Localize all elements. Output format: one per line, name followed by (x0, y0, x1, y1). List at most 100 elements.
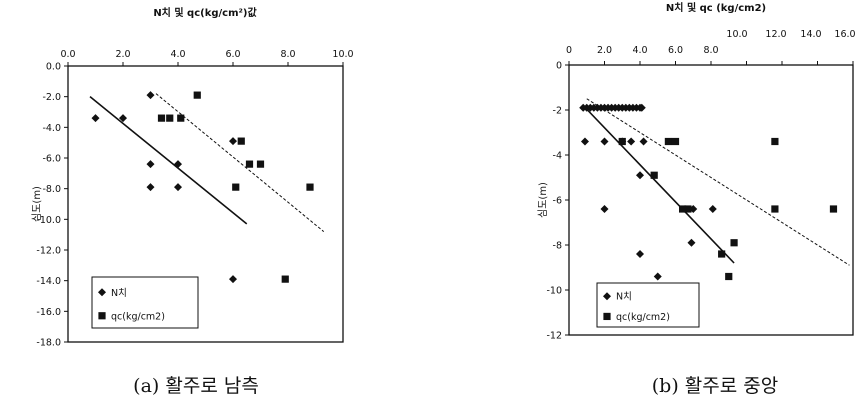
data-point-square (177, 114, 185, 122)
data-point-square (664, 137, 672, 146)
y-axis-label: 심도(m) (31, 186, 43, 222)
data-point-square (730, 239, 738, 247)
legend-label: qc(kg/cm2) (616, 312, 670, 323)
legend-box (596, 282, 700, 328)
trendline-n-value (89, 96, 248, 225)
data-point-square (306, 183, 314, 191)
y-tick-label: -12 (546, 331, 562, 342)
data-point-square (771, 205, 779, 213)
legend: N치 qc(kg/cm2) (91, 276, 199, 329)
data-point-square (245, 160, 254, 168)
data-point-diamond (627, 137, 636, 146)
trendline-qc (586, 98, 850, 266)
data-point-square (671, 137, 680, 146)
data-point-square (679, 205, 687, 213)
data-point-diamond (600, 205, 609, 213)
x-tick-label: 10.0 (332, 49, 353, 60)
data-point-square (829, 205, 838, 213)
data-point-square (237, 137, 245, 145)
data-point-diamond (146, 160, 155, 169)
x-tick-label: 8.0 (280, 49, 295, 60)
data-point-diamond (580, 137, 589, 146)
y-tick-label: -14.0 (36, 276, 61, 287)
data-point-diamond (229, 137, 237, 146)
data-point-square (771, 137, 779, 146)
data-point-diamond (229, 275, 237, 284)
legend-marker-square (98, 312, 106, 320)
data-point-square (281, 275, 289, 283)
y-tick-label: -6 (553, 196, 562, 207)
x-tick-label: 0 (566, 45, 572, 56)
legend-label: N치 (616, 291, 632, 303)
x-tick-label: 4.0 (632, 45, 647, 56)
data-point-diamond (708, 205, 717, 213)
data-point-diamond (146, 183, 155, 192)
y-tick-label: -2.0 (42, 92, 61, 103)
data-point-square (193, 91, 201, 99)
data-point-square (650, 171, 658, 179)
data-point-diamond (636, 171, 644, 180)
data-point-diamond (637, 103, 646, 112)
y-tick-label: -12.0 (36, 246, 61, 257)
y-tick-label: 0 (556, 61, 562, 72)
legend: N치 qc(kg/cm2) (596, 282, 700, 328)
legend-label: qc(kg/cm2) (111, 311, 165, 322)
y-tick-label: -6.0 (42, 154, 61, 165)
y-tick-label: -2 (553, 106, 562, 117)
data-point-diamond (91, 114, 100, 123)
x-tick-label: 6.0 (225, 49, 240, 60)
chart-title: N치 및 qc (kg/cm2) (666, 1, 766, 14)
data-point-diamond (119, 114, 127, 123)
data-point-square (618, 137, 626, 146)
series-n-value (579, 103, 717, 281)
data-point-diamond (174, 160, 182, 169)
series-qc (157, 91, 314, 283)
data-point-diamond (174, 183, 182, 192)
x-tick-label: 2.0 (115, 49, 130, 60)
data-point-square (157, 114, 166, 122)
x-tick-label: 12.0 (765, 29, 786, 40)
data-point-diamond (636, 250, 644, 258)
data-point-square (166, 114, 174, 122)
y-tick-label: -8 (553, 241, 562, 252)
x-tick-label: 14.0 (800, 29, 821, 40)
x-tick-label: 8.0 (703, 45, 718, 56)
y-tick-label: -8.0 (42, 184, 61, 195)
trendline-n-value (582, 104, 735, 264)
figure-caption: (b) 활주로 중앙 (652, 375, 778, 397)
legend-marker-diamond (98, 288, 106, 297)
x-tick-label: 16.0 (834, 29, 855, 40)
data-point-square (256, 160, 265, 168)
y-tick-label: -10 (546, 286, 562, 297)
chart-a: N치 및 qc(kg/cm²)값심도(m) 0.0 -2.0 -4.0 -6.0 -8.0… (31, 6, 354, 397)
chart-title: N치 및 qc(kg/cm²)값 (153, 6, 257, 19)
data-point-diamond (653, 272, 662, 281)
y-tick-label: -4 (553, 151, 562, 162)
y-axis-label: 심도(m) (537, 182, 549, 218)
legend-marker-square (603, 312, 611, 321)
x-tick-label: 10.0 (726, 29, 747, 40)
x-tick-label: 4.0 (170, 49, 185, 60)
data-point-diamond (687, 238, 696, 247)
y-tick-label: 0.0 (46, 62, 61, 73)
x-tick-label: 2.0 (597, 45, 612, 56)
legend-marker-diamond (603, 292, 611, 301)
y-tick-label: -18.0 (36, 338, 61, 349)
y-tick-label: -16.0 (36, 307, 61, 318)
figure-caption: (a) 활주로 남측 (133, 375, 259, 397)
data-point-square (232, 183, 240, 191)
y-tick-label: -10.0 (36, 215, 61, 226)
data-point-square (725, 272, 733, 281)
data-point-square (684, 205, 692, 213)
x-tick-label: 6.0 (668, 45, 683, 56)
y-tick-label: -4.0 (42, 123, 61, 134)
legend-label: N치 (111, 287, 127, 299)
data-point-square (718, 250, 726, 258)
data-point-diamond (639, 137, 648, 146)
legend-box (91, 276, 199, 329)
data-point-diamond (600, 137, 609, 146)
series-qc (618, 137, 838, 281)
data-point-diamond (146, 91, 155, 100)
